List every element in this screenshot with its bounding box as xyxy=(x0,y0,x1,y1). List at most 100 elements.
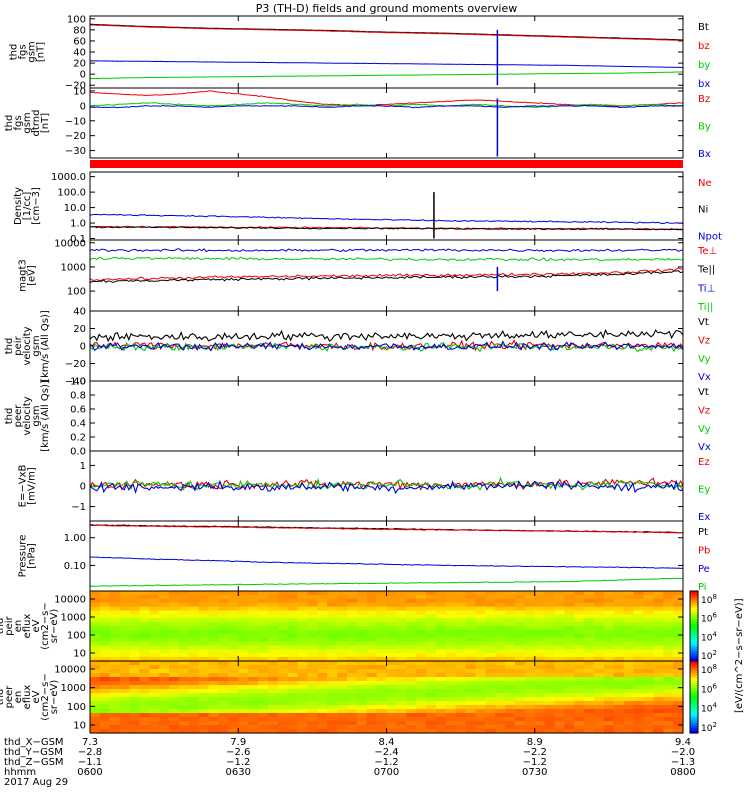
spectrogram-cell xyxy=(178,622,190,627)
spectrogram-cell xyxy=(376,598,388,604)
spectrogram-cell xyxy=(613,633,625,639)
spectrogram-cell xyxy=(258,618,269,623)
spectrogram-cell xyxy=(277,669,289,674)
spectrogram-cell xyxy=(337,705,348,710)
spectrogram-cell xyxy=(455,606,467,612)
spectrogram-cell xyxy=(514,598,526,604)
spectrogram-cell xyxy=(465,685,477,690)
spectrogram-cell xyxy=(356,725,368,730)
x-tick-label: −2.4 xyxy=(374,747,398,758)
y-tick-label: 100 xyxy=(67,14,86,25)
spectrogram-cell xyxy=(514,721,526,726)
spectrogram-cell xyxy=(445,705,457,710)
spectrogram-cell xyxy=(109,598,121,604)
spectrogram-cell xyxy=(386,697,397,702)
spectrogram-cell xyxy=(396,591,407,596)
spectrogram-cell xyxy=(178,681,190,686)
spectrogram-cell xyxy=(643,677,654,682)
spectrogram-cell xyxy=(455,645,467,650)
spectrogram-cell xyxy=(603,614,615,619)
spectrogram-cell xyxy=(346,622,358,627)
spectrogram-cell xyxy=(248,721,259,726)
spectrogram-cell xyxy=(633,701,645,706)
spectrogram-cell xyxy=(366,701,378,706)
spectrogram-cell xyxy=(248,645,259,650)
spectrogram-cell xyxy=(129,591,141,596)
spectrogram-cell xyxy=(90,610,101,615)
spectrogram-cell xyxy=(198,693,210,698)
spectrogram-cell xyxy=(109,610,121,615)
spectrogram-cell xyxy=(188,614,200,619)
spectrogram-cell xyxy=(613,705,625,710)
spectrogram-cell xyxy=(603,721,615,726)
spectrogram-cell xyxy=(613,629,625,635)
spectrogram-cell xyxy=(366,641,378,647)
spectrogram-cell xyxy=(613,614,625,619)
spectrogram-cell xyxy=(109,614,121,619)
spectrogram-cell xyxy=(386,649,397,654)
spectrogram-cell xyxy=(643,725,654,730)
spectrogram-cell xyxy=(149,657,160,662)
spectrogram-cell xyxy=(297,602,309,608)
spectrogram-cell xyxy=(208,649,220,654)
spectrogram-cell xyxy=(435,594,447,600)
spectrogram-cell xyxy=(297,713,309,718)
spectrogram-cell xyxy=(228,713,239,718)
series-line-ni xyxy=(90,226,683,231)
series-line-by xyxy=(90,102,683,108)
spectrogram-cell xyxy=(603,606,615,612)
y-axis-label: thdfgsgsm[nT] xyxy=(9,41,47,62)
spectrogram-cell xyxy=(99,591,111,596)
spectrogram-cell xyxy=(188,661,200,666)
spectrogram-cell xyxy=(455,637,467,643)
spectrogram-cell xyxy=(495,657,506,662)
spectrogram-cell xyxy=(643,713,654,718)
spectrogram-cell xyxy=(475,689,486,694)
spectrogram-cell xyxy=(297,729,309,734)
spectrogram-cell xyxy=(198,729,210,734)
spectrogram-cell xyxy=(584,717,595,722)
spectrogram-cell xyxy=(594,626,605,631)
spectrogram-cell xyxy=(663,677,674,682)
spectrogram-cell xyxy=(208,626,220,631)
spectrogram-cell xyxy=(534,725,546,730)
spectrogram-cell xyxy=(485,681,496,686)
spectrogram-cell xyxy=(406,649,417,654)
spectrogram-cell xyxy=(248,717,259,722)
spectrogram-cell xyxy=(673,693,684,698)
spectrogram-cell xyxy=(238,653,249,658)
spectrogram-cell xyxy=(287,717,299,722)
spectrogram-cell xyxy=(554,591,565,596)
spectrogram-cell xyxy=(584,689,595,694)
spectrogram-cell xyxy=(327,705,338,710)
spectrogram-cell xyxy=(524,606,536,612)
y-tick-label: 0 xyxy=(80,342,86,353)
spectrogram-cell xyxy=(594,685,605,690)
spectrogram-cell xyxy=(584,657,595,662)
spectrogram-cell xyxy=(346,685,358,690)
legend-entry: Vy xyxy=(698,354,711,365)
spectrogram-cell xyxy=(445,689,457,694)
x-tick-label: −1.2 xyxy=(226,757,250,768)
spectrogram-cell xyxy=(574,606,585,612)
spectrogram-cell xyxy=(406,614,417,619)
spectrogram-cell xyxy=(337,626,348,631)
spectrogram-cell xyxy=(435,709,447,714)
spectrogram-cell xyxy=(613,649,625,654)
spectrogram-cell xyxy=(267,697,279,702)
spectrogram-cell xyxy=(584,591,595,596)
spectrogram-cell xyxy=(613,641,625,647)
spectrogram-cell xyxy=(475,721,486,726)
spectrogram-cell xyxy=(208,697,220,702)
spectrogram-cell xyxy=(228,602,239,608)
spectrogram-cell xyxy=(376,657,388,662)
spectrogram-cell xyxy=(337,594,348,600)
spectrogram-cell xyxy=(307,626,318,631)
spectrogram-cell xyxy=(544,713,556,718)
spectrogram-cell xyxy=(277,681,289,686)
spectrogram-cell xyxy=(653,606,664,612)
spectrogram-cell xyxy=(248,713,259,718)
spectrogram-cell xyxy=(445,591,457,596)
spectrogram-cell xyxy=(90,693,101,698)
spectrogram-cell xyxy=(603,657,615,662)
